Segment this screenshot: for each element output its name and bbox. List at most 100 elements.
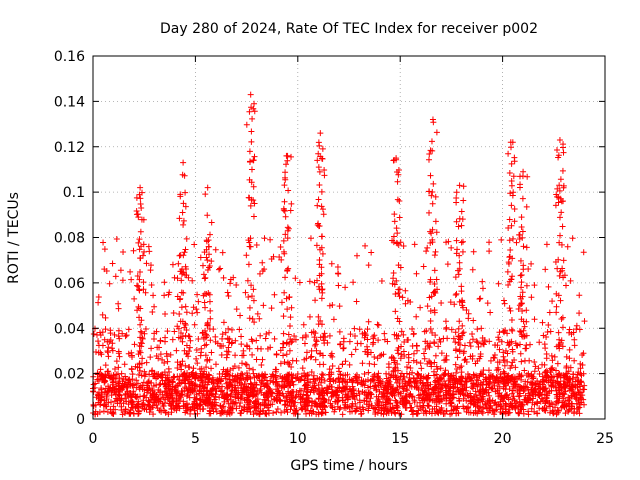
data-point [506, 237, 513, 244]
data-point [211, 393, 218, 400]
data-point [238, 333, 245, 340]
data-point [162, 409, 169, 416]
data-point [285, 225, 292, 232]
data-point [123, 398, 130, 405]
data-point [160, 394, 167, 401]
data-point [329, 404, 336, 411]
data-point [128, 276, 135, 283]
data-point [500, 398, 507, 405]
data-point [410, 408, 417, 415]
data-point [173, 402, 180, 409]
data-point [532, 381, 539, 388]
data-point [185, 380, 192, 387]
data-point [432, 193, 439, 200]
data-point [520, 266, 527, 273]
data-point [486, 392, 493, 399]
data-point [127, 410, 134, 417]
data-point [138, 243, 145, 250]
data-point [571, 409, 578, 416]
data-point [560, 144, 567, 151]
data-point [426, 403, 433, 410]
data-point [242, 289, 249, 296]
data-point [518, 358, 525, 365]
data-point [429, 188, 436, 195]
data-point [135, 408, 142, 415]
data-point [174, 275, 181, 282]
data-point [314, 202, 321, 209]
data-point [176, 215, 183, 222]
data-point [418, 406, 425, 413]
data-point [374, 321, 381, 328]
data-point [303, 355, 310, 362]
data-point [136, 287, 143, 294]
data-point [364, 336, 371, 343]
data-point [478, 408, 485, 415]
data-point [528, 373, 535, 380]
data-point [230, 274, 237, 281]
data-point [139, 355, 146, 362]
data-point [518, 214, 525, 221]
data-point [531, 387, 538, 394]
data-point [554, 185, 561, 192]
data-point [135, 371, 142, 378]
y-tick-label: 0.02 [54, 367, 85, 383]
data-point [390, 233, 397, 240]
data-point [288, 200, 295, 207]
data-point [339, 375, 346, 382]
data-point [306, 410, 313, 417]
data-point [526, 357, 533, 364]
data-point [473, 394, 480, 401]
data-point [406, 374, 413, 381]
data-point [443, 352, 450, 359]
data-point [246, 365, 253, 372]
data-point [568, 331, 575, 338]
data-point [334, 270, 341, 277]
data-point [507, 139, 514, 146]
data-point [482, 401, 489, 408]
data-point [250, 411, 257, 418]
data-point [556, 182, 563, 189]
data-point [556, 370, 563, 377]
data-point [224, 335, 231, 342]
data-point [393, 169, 400, 176]
data-point [176, 296, 183, 303]
data-point [145, 403, 152, 410]
data-point [274, 388, 281, 395]
data-point [576, 292, 583, 299]
data-point [161, 292, 168, 299]
data-point [560, 390, 567, 397]
data-point [113, 235, 120, 242]
data-point [321, 398, 328, 405]
data-point [531, 368, 538, 375]
data-point [217, 265, 224, 272]
data-point [118, 406, 125, 413]
data-point [350, 387, 357, 394]
data-point [282, 274, 289, 281]
data-point [523, 203, 530, 210]
data-point [182, 374, 189, 381]
data-point [342, 358, 349, 365]
data-point [204, 322, 211, 329]
data-point [443, 239, 450, 246]
data-point [183, 272, 190, 279]
data-point [204, 257, 211, 264]
data-point [413, 270, 420, 277]
data-point [321, 340, 328, 347]
data-point [118, 383, 125, 390]
data-point [104, 408, 111, 415]
data-point [140, 393, 147, 400]
data-point [517, 350, 524, 357]
data-point [521, 367, 528, 374]
data-point [441, 370, 448, 377]
data-point [506, 409, 513, 416]
data-point [232, 373, 239, 380]
data-point [96, 401, 103, 408]
data-point [102, 362, 109, 369]
data-point [138, 329, 145, 336]
data-point [337, 341, 344, 348]
data-point [531, 408, 538, 415]
data-point [390, 275, 397, 282]
data-point [464, 371, 471, 378]
data-point [524, 378, 531, 385]
data-point [361, 397, 368, 404]
